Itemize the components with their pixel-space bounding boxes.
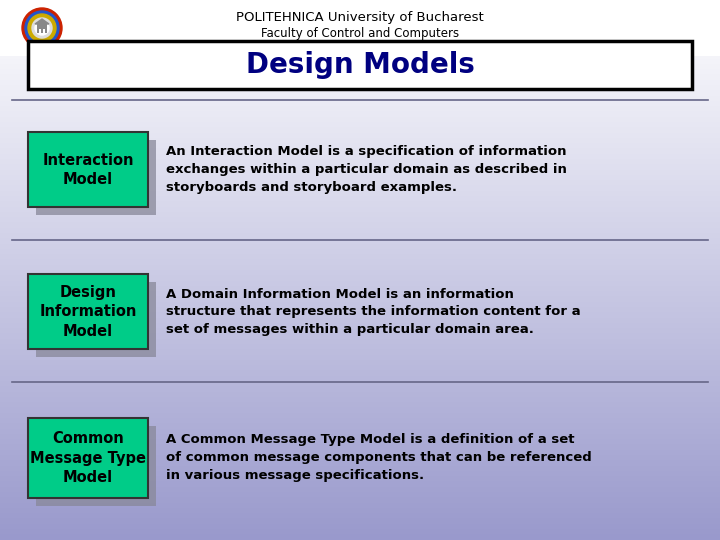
Bar bbox=[36, 140, 156, 215]
Circle shape bbox=[25, 11, 59, 45]
Text: Design Models: Design Models bbox=[246, 51, 474, 79]
Text: An Interaction Model is a specification of information
exchanges within a partic: An Interaction Model is a specification … bbox=[166, 145, 567, 194]
Bar bbox=[43, 29, 45, 33]
Polygon shape bbox=[35, 19, 49, 24]
Circle shape bbox=[32, 18, 52, 38]
Text: A Common Message Type Model is a definition of a set
of common message component: A Common Message Type Model is a definit… bbox=[166, 434, 592, 483]
Bar bbox=[28, 418, 148, 498]
Bar bbox=[37, 24, 47, 33]
Bar bbox=[36, 426, 156, 506]
Text: POLITEHNICA University of Bucharest: POLITEHNICA University of Bucharest bbox=[236, 11, 484, 24]
Text: Common
Message Type
Model: Common Message Type Model bbox=[30, 431, 146, 485]
Bar bbox=[28, 41, 692, 89]
Bar bbox=[39, 29, 41, 33]
Bar bbox=[36, 282, 156, 357]
Circle shape bbox=[35, 21, 49, 35]
Bar bbox=[28, 274, 148, 349]
Text: Interaction
Model: Interaction Model bbox=[42, 153, 134, 187]
Circle shape bbox=[22, 8, 62, 48]
Text: Design
Information
Model: Design Information Model bbox=[40, 285, 137, 339]
Bar bbox=[0, 0, 720, 56]
Text: Faculty of Control and Computers: Faculty of Control and Computers bbox=[261, 28, 459, 40]
Bar bbox=[28, 132, 148, 207]
Circle shape bbox=[28, 14, 56, 42]
Text: A Domain Information Model is an information
structure that represents the infor: A Domain Information Model is an informa… bbox=[166, 287, 580, 336]
